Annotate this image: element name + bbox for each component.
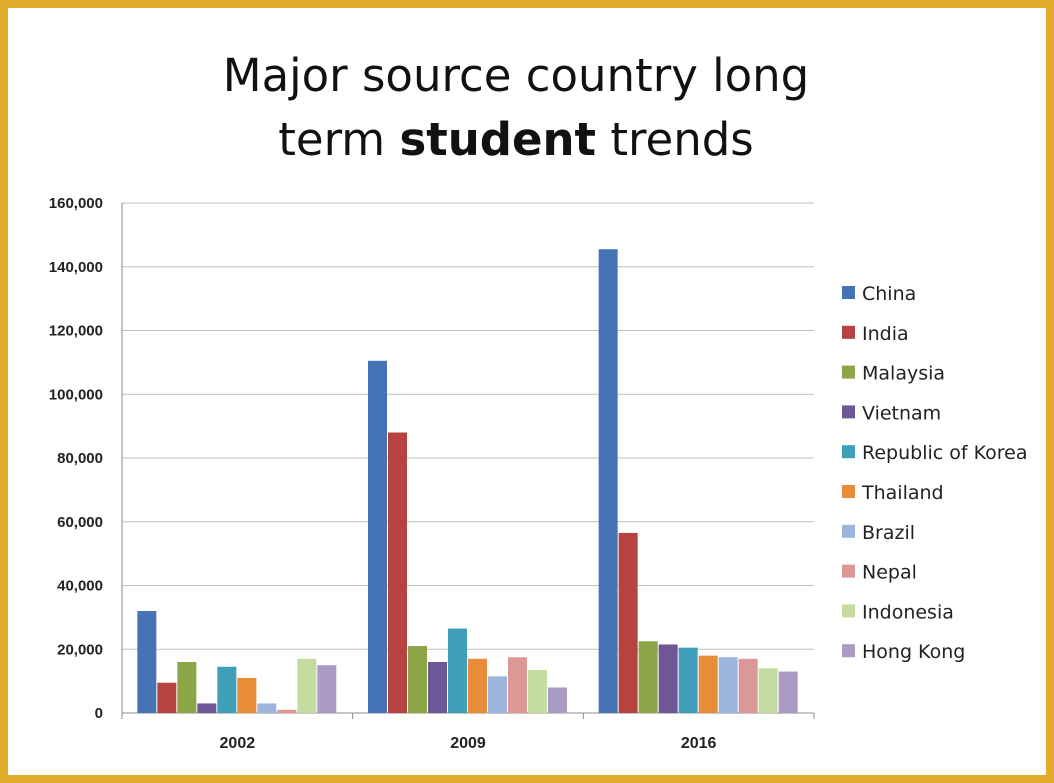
y-tick-label: 120,000 [49,323,103,340]
bar-brazil-2009 [488,676,507,713]
legend-swatch [842,405,855,419]
bar-brazil-2016 [718,657,738,713]
bar-nepal-2016 [738,658,758,713]
y-tick-label: 20,000 [57,641,103,658]
bar-india-2002 [157,682,177,713]
title-text-2c: trends [596,113,754,166]
legend-label: Indonesia [862,601,954,623]
x-category-label: 2002 [220,735,256,752]
bar-india-2016 [618,532,638,713]
bar-indonesia-2016 [758,668,778,713]
legend-swatch [842,564,855,578]
y-tick-label: 140,000 [49,259,103,276]
bar-brazil-2002 [257,703,277,713]
slide: Major source country long term student t… [8,8,1046,775]
bar-indonesia-2009 [528,669,547,713]
bar-republic-of-korea-2016 [678,647,698,713]
bar-nepal-2009 [508,657,527,713]
y-tick-label: 80,000 [57,450,103,467]
legend-swatch [842,286,855,299]
bar-indonesia-2002 [297,658,317,713]
legend-label: Hong Kong [862,641,965,663]
legend-label: India [862,323,909,345]
legend-swatch [842,445,855,459]
y-tick-label: 0 [95,705,103,722]
legend-label: China [862,283,916,305]
bar-china-2002 [137,611,157,713]
bar-thailand-2002 [237,677,257,713]
legend-swatch [842,604,855,618]
legend-swatch [842,485,855,498]
bar-vietnam-2009 [428,662,447,713]
y-tick-label: 40,000 [57,578,103,595]
legend-label: Republic of Korea [862,442,1027,464]
y-tick-label: 100,000 [49,386,103,403]
legend-swatch [842,524,855,538]
bar-india-2009 [388,432,407,713]
x-category-label: 2016 [681,735,717,752]
legend-swatch [842,644,855,658]
bar-malaysia-2016 [638,641,658,713]
legend-swatch [842,365,855,379]
bar-hong-kong-2009 [548,687,567,713]
title-line-1: Major source country long [8,44,1024,108]
bar-republic-of-korea-2009 [448,628,467,713]
bar-malaysia-2009 [408,646,427,713]
legend-swatch [842,325,855,339]
bar-hong-kong-2016 [778,671,798,713]
bar-malaysia-2002 [177,662,197,713]
bar-vietnam-2016 [658,644,678,713]
bar-republic-of-korea-2002 [217,666,237,713]
bar-thailand-2009 [468,658,487,713]
legend-label: Thailand [861,482,944,504]
y-tick-label: 60,000 [57,514,103,531]
y-tick-label: 160,000 [49,195,103,212]
bar-china-2009 [368,360,387,713]
title-text-1: Major source country long [222,49,810,102]
legend-label: Vietnam [862,402,941,424]
slide-title: Major source country long term student t… [8,44,1024,172]
legend-label: Malaysia [862,363,945,385]
x-category-label: 2009 [450,735,486,752]
bar-china-2016 [598,249,618,713]
bar-nepal-2002 [277,709,297,713]
bar-hong-kong-2002 [317,665,337,713]
bar-vietnam-2002 [197,703,217,713]
bar-thailand-2016 [698,655,718,713]
title-text-2b: student [399,113,597,166]
title-line-2: term student trends [8,108,1024,172]
legend-label: Brazil [862,522,915,544]
legend-label: Nepal [862,562,917,584]
title-text-2a: term [278,113,400,166]
